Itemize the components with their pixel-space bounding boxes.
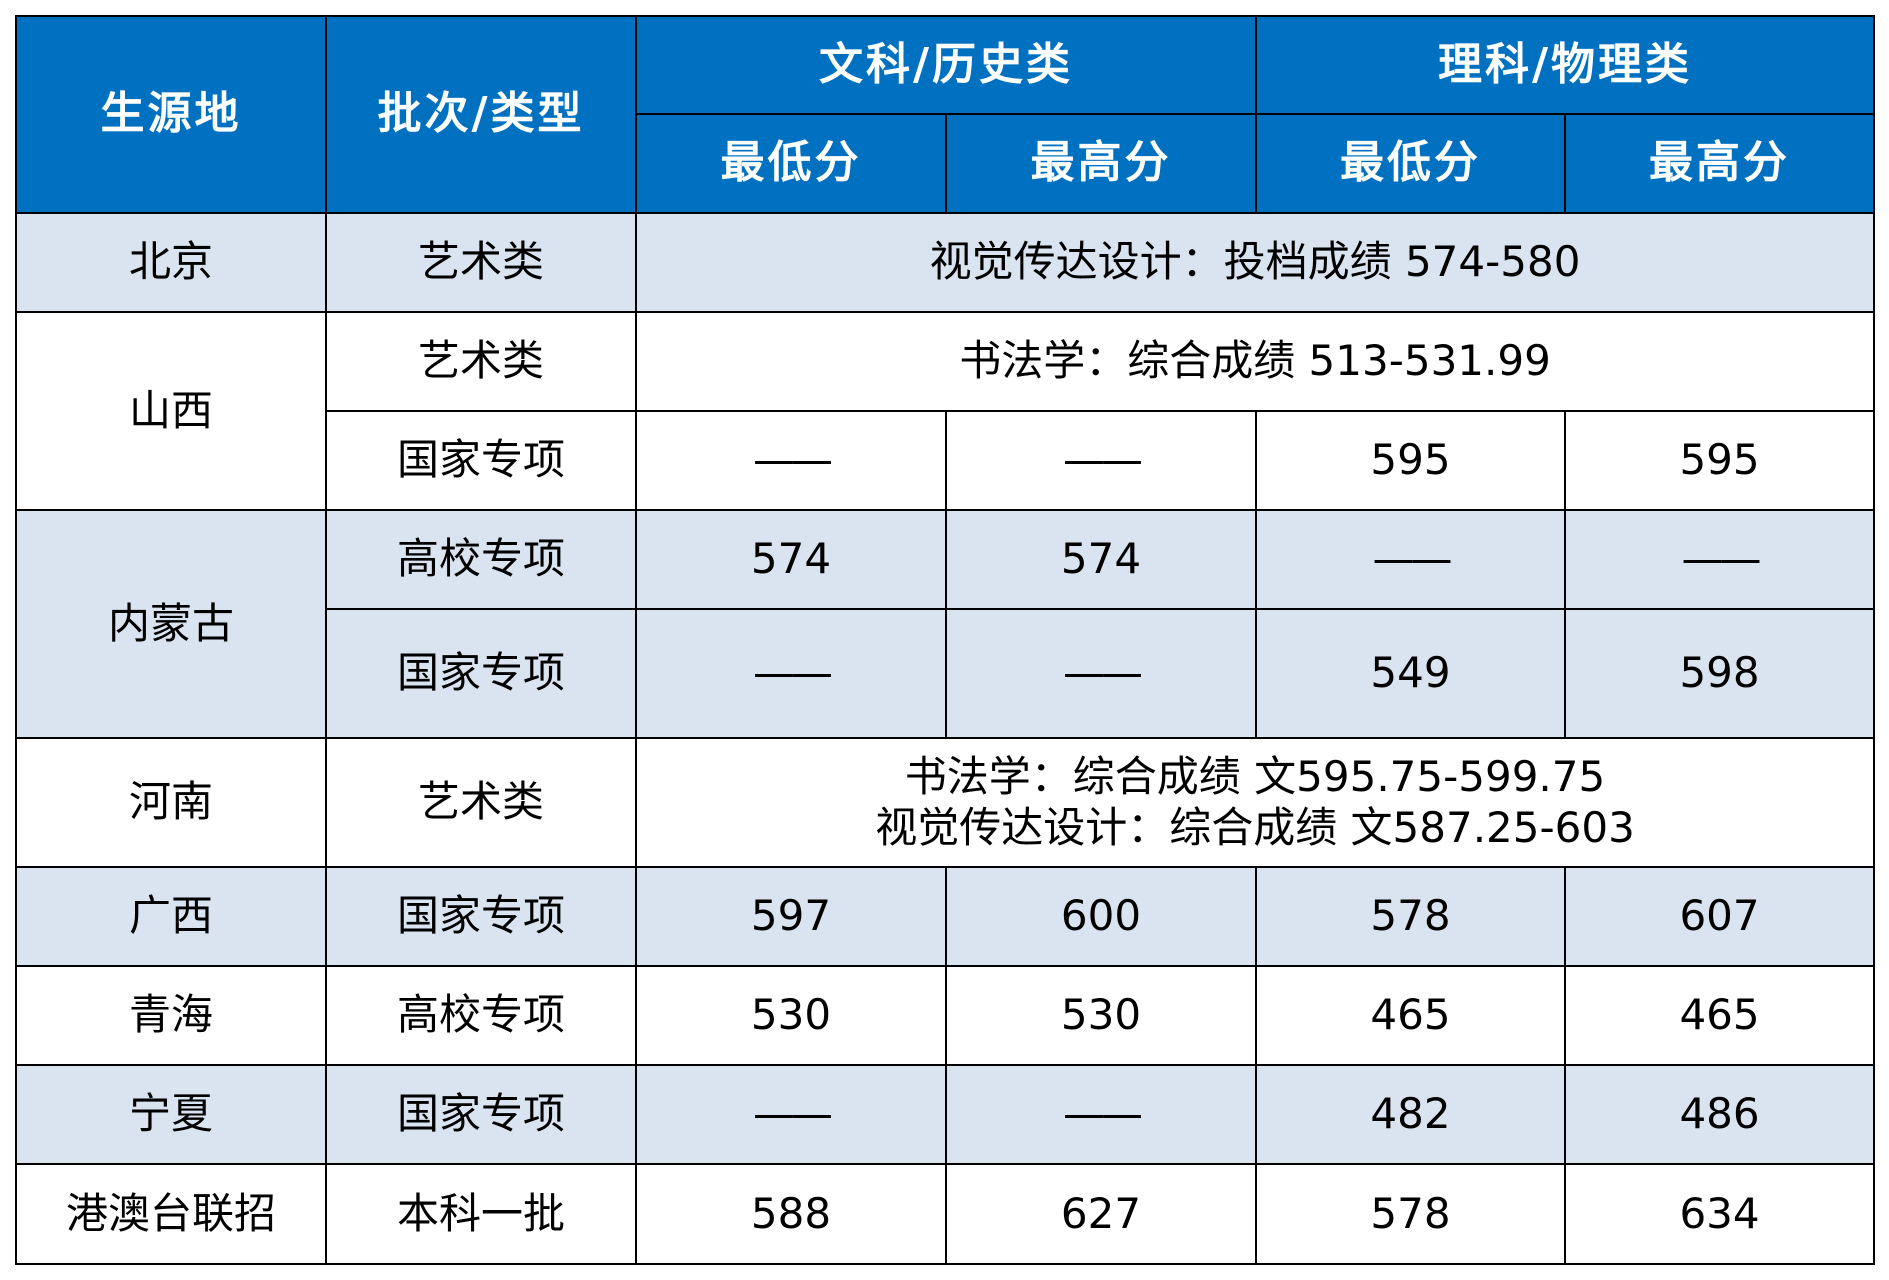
note-cell: 书法学：综合成绩 文595.75-599.75 视觉传达设计：综合成绩 文587…	[634, 737, 1876, 868]
batch-cell: 高校专项	[325, 509, 637, 610]
table-row: 内蒙古 高校专项 574 574 —— ——	[15, 509, 1876, 739]
origin-cell: 港澳台联招	[15, 1163, 327, 1265]
note-line: 视觉传达设计：综合成绩 文587.25-603	[875, 802, 1635, 852]
score-cell: 465	[1255, 965, 1567, 1066]
score-cell: ——	[635, 410, 947, 511]
score-cell: 595	[1564, 410, 1876, 511]
table-row: 国家专项 —— —— 595 595	[16, 410, 1876, 511]
origin-cell: 宁夏	[15, 1064, 327, 1165]
score-cell: 578	[1255, 1163, 1567, 1265]
table-row: 广西 国家专项 597 600 578 607	[15, 866, 1876, 967]
origin-cell: 广西	[15, 866, 327, 967]
score-cell: ——	[1255, 509, 1567, 610]
score-cell: 607	[1564, 866, 1876, 967]
score-cell: ——	[944, 1064, 1258, 1165]
origin-cell: 北京	[15, 212, 327, 313]
origin-cell: 青海	[15, 965, 327, 1066]
score-cell: 598	[1564, 608, 1876, 739]
score-cell: 486	[1564, 1064, 1876, 1165]
note-cell: 书法学：综合成绩 513-531.99	[634, 311, 1876, 412]
score-cell: ——	[1564, 509, 1876, 610]
batch-cell: 艺术类	[325, 311, 637, 412]
note-cell: 视觉传达设计：投档成绩 574-580	[634, 212, 1876, 313]
table-row: 国家专项 —— —— 549 598	[16, 608, 1876, 739]
score-cell: 597	[635, 866, 947, 967]
header-origin: 生源地	[15, 15, 327, 214]
batch-cell: 国家专项	[325, 410, 637, 511]
table-row: 青海 高校专项 530 530 465 465	[15, 965, 1876, 1066]
score-cell: 549	[1255, 608, 1567, 739]
table-row: 港澳台联招 本科一批 588 627 578 634	[15, 1163, 1876, 1265]
batch-cell: 艺术类	[325, 212, 637, 313]
origin-cell: 山西	[15, 311, 327, 511]
score-cell: 627	[944, 1163, 1258, 1265]
score-cell: 482	[1255, 1064, 1567, 1165]
score-cell: ——	[635, 1064, 947, 1165]
score-cell: 530	[944, 965, 1258, 1066]
table-row: 北京 艺术类 视觉传达设计：投档成绩 574-580	[15, 212, 1876, 313]
batch-cell: 本科一批	[325, 1163, 637, 1265]
header-liberal: 文科/历史类	[634, 15, 1258, 115]
header-liberal-min: 最低分	[635, 113, 947, 214]
admission-score-table: 生源地 批次/类型 文科/历史类 理科/物理类 最低分 最高分 最低分 最高分 …	[15, 15, 1876, 1265]
score-cell: 530	[635, 965, 947, 1066]
score-cell: 600	[944, 866, 1258, 967]
score-cell: 634	[1564, 1163, 1876, 1265]
header-batch: 批次/类型	[325, 15, 637, 214]
origin-cell: 河南	[15, 737, 327, 868]
batch-cell: 艺术类	[325, 737, 637, 868]
table-row: 宁夏 国家专项 —— —— 482 486	[15, 1064, 1876, 1165]
score-cell: 578	[1255, 866, 1567, 967]
header-science: 理科/物理类	[1255, 15, 1876, 115]
header-liberal-max: 最高分	[944, 113, 1258, 214]
batch-cell: 国家专项	[325, 608, 637, 739]
batch-cell: 国家专项	[325, 1064, 637, 1165]
score-cell: 595	[1255, 410, 1567, 511]
header-science-max: 最高分	[1564, 113, 1876, 214]
batch-cell: 高校专项	[325, 965, 637, 1066]
score-cell: 574	[944, 509, 1258, 610]
score-cell: 465	[1564, 965, 1876, 1066]
origin-cell: 内蒙古	[15, 509, 327, 739]
score-cell: ——	[635, 608, 947, 739]
score-cell: 574	[635, 509, 947, 610]
batch-cell: 国家专项	[325, 866, 637, 967]
table-row: 山西 艺术类 书法学：综合成绩 513-531.99	[15, 311, 1876, 511]
score-cell: 588	[635, 1163, 947, 1265]
score-cell: ——	[944, 608, 1258, 739]
score-cell: ——	[944, 410, 1258, 511]
table-row: 河南 艺术类 书法学：综合成绩 文595.75-599.75 视觉传达设计：综合…	[15, 737, 1876, 868]
note-line: 书法学：综合成绩 文595.75-599.75	[904, 752, 1606, 802]
header-science-min: 最低分	[1255, 113, 1567, 214]
